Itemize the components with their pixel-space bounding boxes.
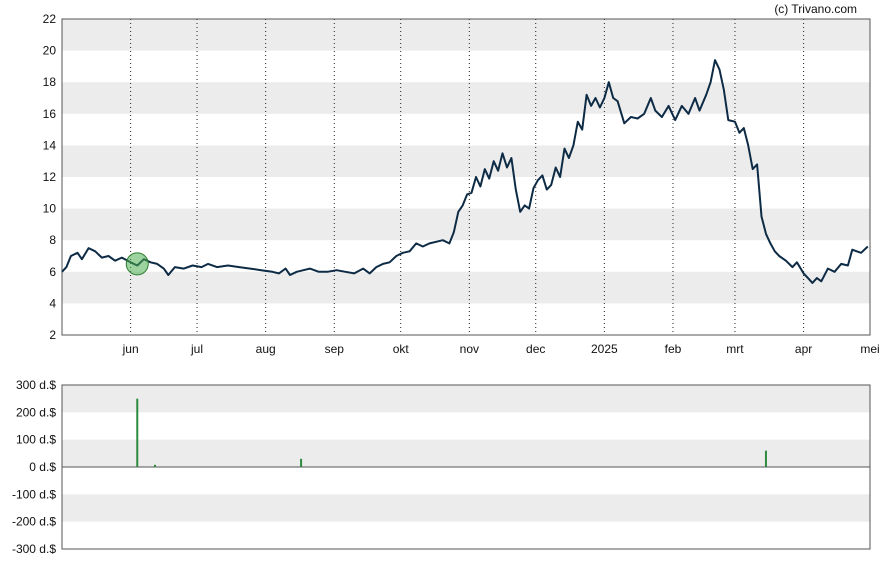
price-y-tick-label: 8 [49, 233, 56, 247]
price-y-tick-label: 2 [49, 328, 56, 342]
dividend-bar [300, 458, 303, 467]
price-grid-bands [62, 19, 870, 304]
dividend-bar [764, 450, 767, 467]
dividend-y-tick-label: 0 d.$ [29, 460, 56, 474]
price-x-axis: jun jul aug sep okt nov dec 2025 feb mrt apr mei [122, 342, 880, 356]
price-x-tick-label: jun [122, 342, 139, 356]
price-x-tick-label: mrt [726, 342, 744, 356]
price-y-axis: 2 4 6 8 10 12 14 16 18 20 22 [43, 12, 57, 342]
dividend-y-axis: 300 d.$ 200 d.$ 100 d.$ 0 d.$ -100 d.$ -200 d… [12, 378, 56, 556]
price-x-tick-label: okt [393, 342, 410, 356]
dividend-grid-bands [62, 385, 870, 522]
dividend-bar [153, 464, 156, 467]
dividend-y-tick-label: 300 d.$ [16, 378, 56, 392]
dividend-y-tick-label: -200 d.$ [12, 515, 56, 529]
price-y-tick-label: 22 [43, 12, 57, 26]
price-x-tick-label: aug [256, 342, 276, 356]
price-y-tick-label: 6 [49, 265, 56, 279]
price-series-line [61, 59, 869, 284]
price-grid-band [62, 19, 870, 51]
price-y-tick-label: 20 [43, 44, 57, 58]
dividend-y-tick-label: 200 d.$ [16, 405, 56, 419]
price-y-tick-label: 14 [43, 138, 57, 152]
dividend-chart-panel: 300 d.$ 200 d.$ 100 d.$ 0 d.$ -100 d.$ -200 d… [12, 378, 871, 556]
dividend-grid-band [62, 439, 870, 467]
dividend-bar [136, 398, 139, 467]
dividend-y-tick-label: -300 d.$ [12, 542, 56, 556]
price-x-tick-label: sep [325, 342, 345, 356]
price-event-marker [125, 252, 149, 276]
price-y-tick-label: 12 [43, 170, 57, 184]
price-x-tick-label: nov [460, 342, 479, 356]
price-x-tick-label: mei [860, 342, 879, 356]
price-grid-band [62, 271, 870, 304]
dividend-bars [136, 398, 767, 467]
price-x-tick-label: feb [665, 342, 682, 356]
price-grid-band [62, 208, 870, 241]
dividend-y-tick-label: 100 d.$ [16, 433, 56, 447]
price-x-tick-label: dec [526, 342, 545, 356]
price-chart-panel: 2 4 6 8 10 12 14 16 18 20 22 jun jul aug sep okt nov dec… [43, 12, 880, 356]
dividend-grid-band [62, 494, 870, 522]
price-x-tick-label: apr [795, 342, 812, 356]
price-y-tick-label: 4 [49, 296, 56, 310]
price-y-tick-label: 16 [43, 107, 57, 121]
price-grid-band [62, 82, 870, 114]
dividend-grid-band [62, 385, 870, 413]
dividend-y-tick-label: -100 d.$ [12, 487, 56, 501]
credit-text: (c) Trivano.com [774, 2, 857, 16]
price-y-tick-label: 18 [43, 75, 57, 89]
price-x-tick-label: jul [190, 342, 203, 356]
price-plot-frame [61, 18, 871, 336]
price-y-tick-label: 10 [43, 202, 57, 216]
price-x-tick-label: 2025 [591, 342, 618, 356]
price-grid-lines [130, 19, 805, 335]
